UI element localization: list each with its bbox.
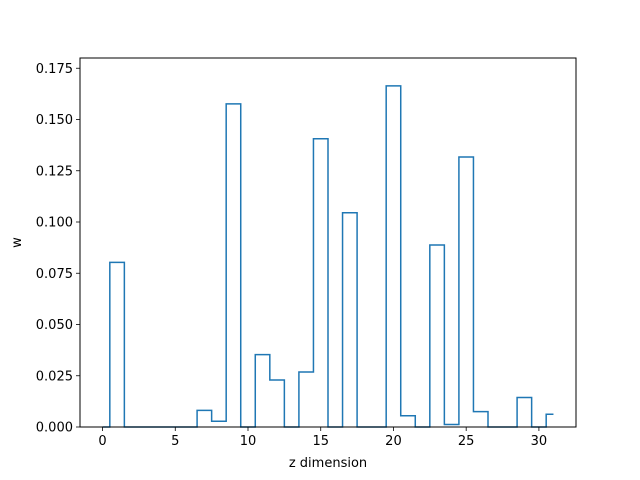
x-axis-label: z dimension — [289, 456, 367, 471]
axis-ticks: 0 5 10 15 20 25 30 0.000 0.025 0.050 0.075 0.100 0.1… — [36, 62, 547, 449]
x-tick-label: 25 — [458, 434, 475, 449]
axes-frame — [79, 57, 577, 428]
y-tick-label: 0.175 — [36, 62, 73, 77]
x-tick-label: 0 — [98, 434, 106, 449]
x-tick-label: 15 — [312, 434, 329, 449]
y-axis-label: w — [10, 237, 25, 248]
x-tick-label: 10 — [240, 434, 257, 449]
y-tick-label: 0.075 — [36, 267, 73, 282]
y-tick-label: 0.050 — [36, 318, 73, 333]
x-tick-label: 5 — [171, 434, 179, 449]
y-tick-label: 0.125 — [36, 164, 73, 179]
y-tick-label: 0.150 — [36, 113, 73, 128]
y-tick-label: 0.025 — [36, 369, 73, 384]
y-tick-label: 0.100 — [36, 216, 73, 231]
x-tick-label: 20 — [385, 434, 402, 449]
x-tick-label: 30 — [531, 434, 548, 449]
y-tick-label: 0.000 — [36, 421, 73, 436]
